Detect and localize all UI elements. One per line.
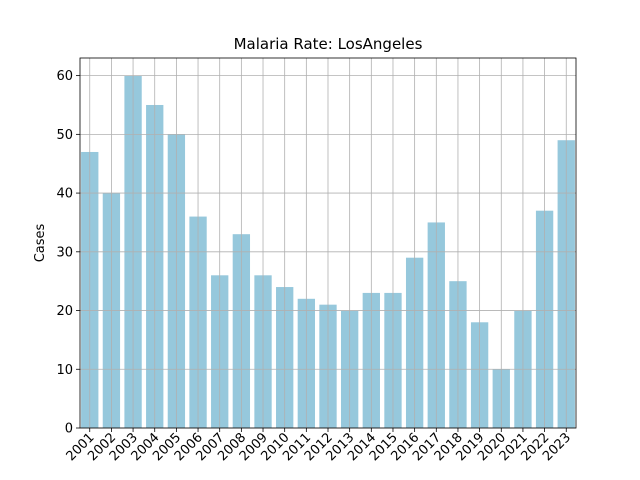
y-tick-label: 40 bbox=[56, 187, 73, 202]
plot-frame bbox=[79, 57, 577, 429]
y-axis-label: Cases bbox=[33, 223, 48, 262]
y-tick-label: 60 bbox=[56, 69, 73, 84]
y-tick-label: 10 bbox=[56, 363, 73, 378]
y-tick-label: 30 bbox=[56, 245, 73, 260]
y-tick-label: 20 bbox=[56, 304, 73, 319]
chart-title: Malaria Rate: LosAngeles bbox=[234, 35, 423, 53]
y-tick-label: 0 bbox=[65, 422, 73, 437]
y-tick-label: 50 bbox=[56, 128, 73, 143]
